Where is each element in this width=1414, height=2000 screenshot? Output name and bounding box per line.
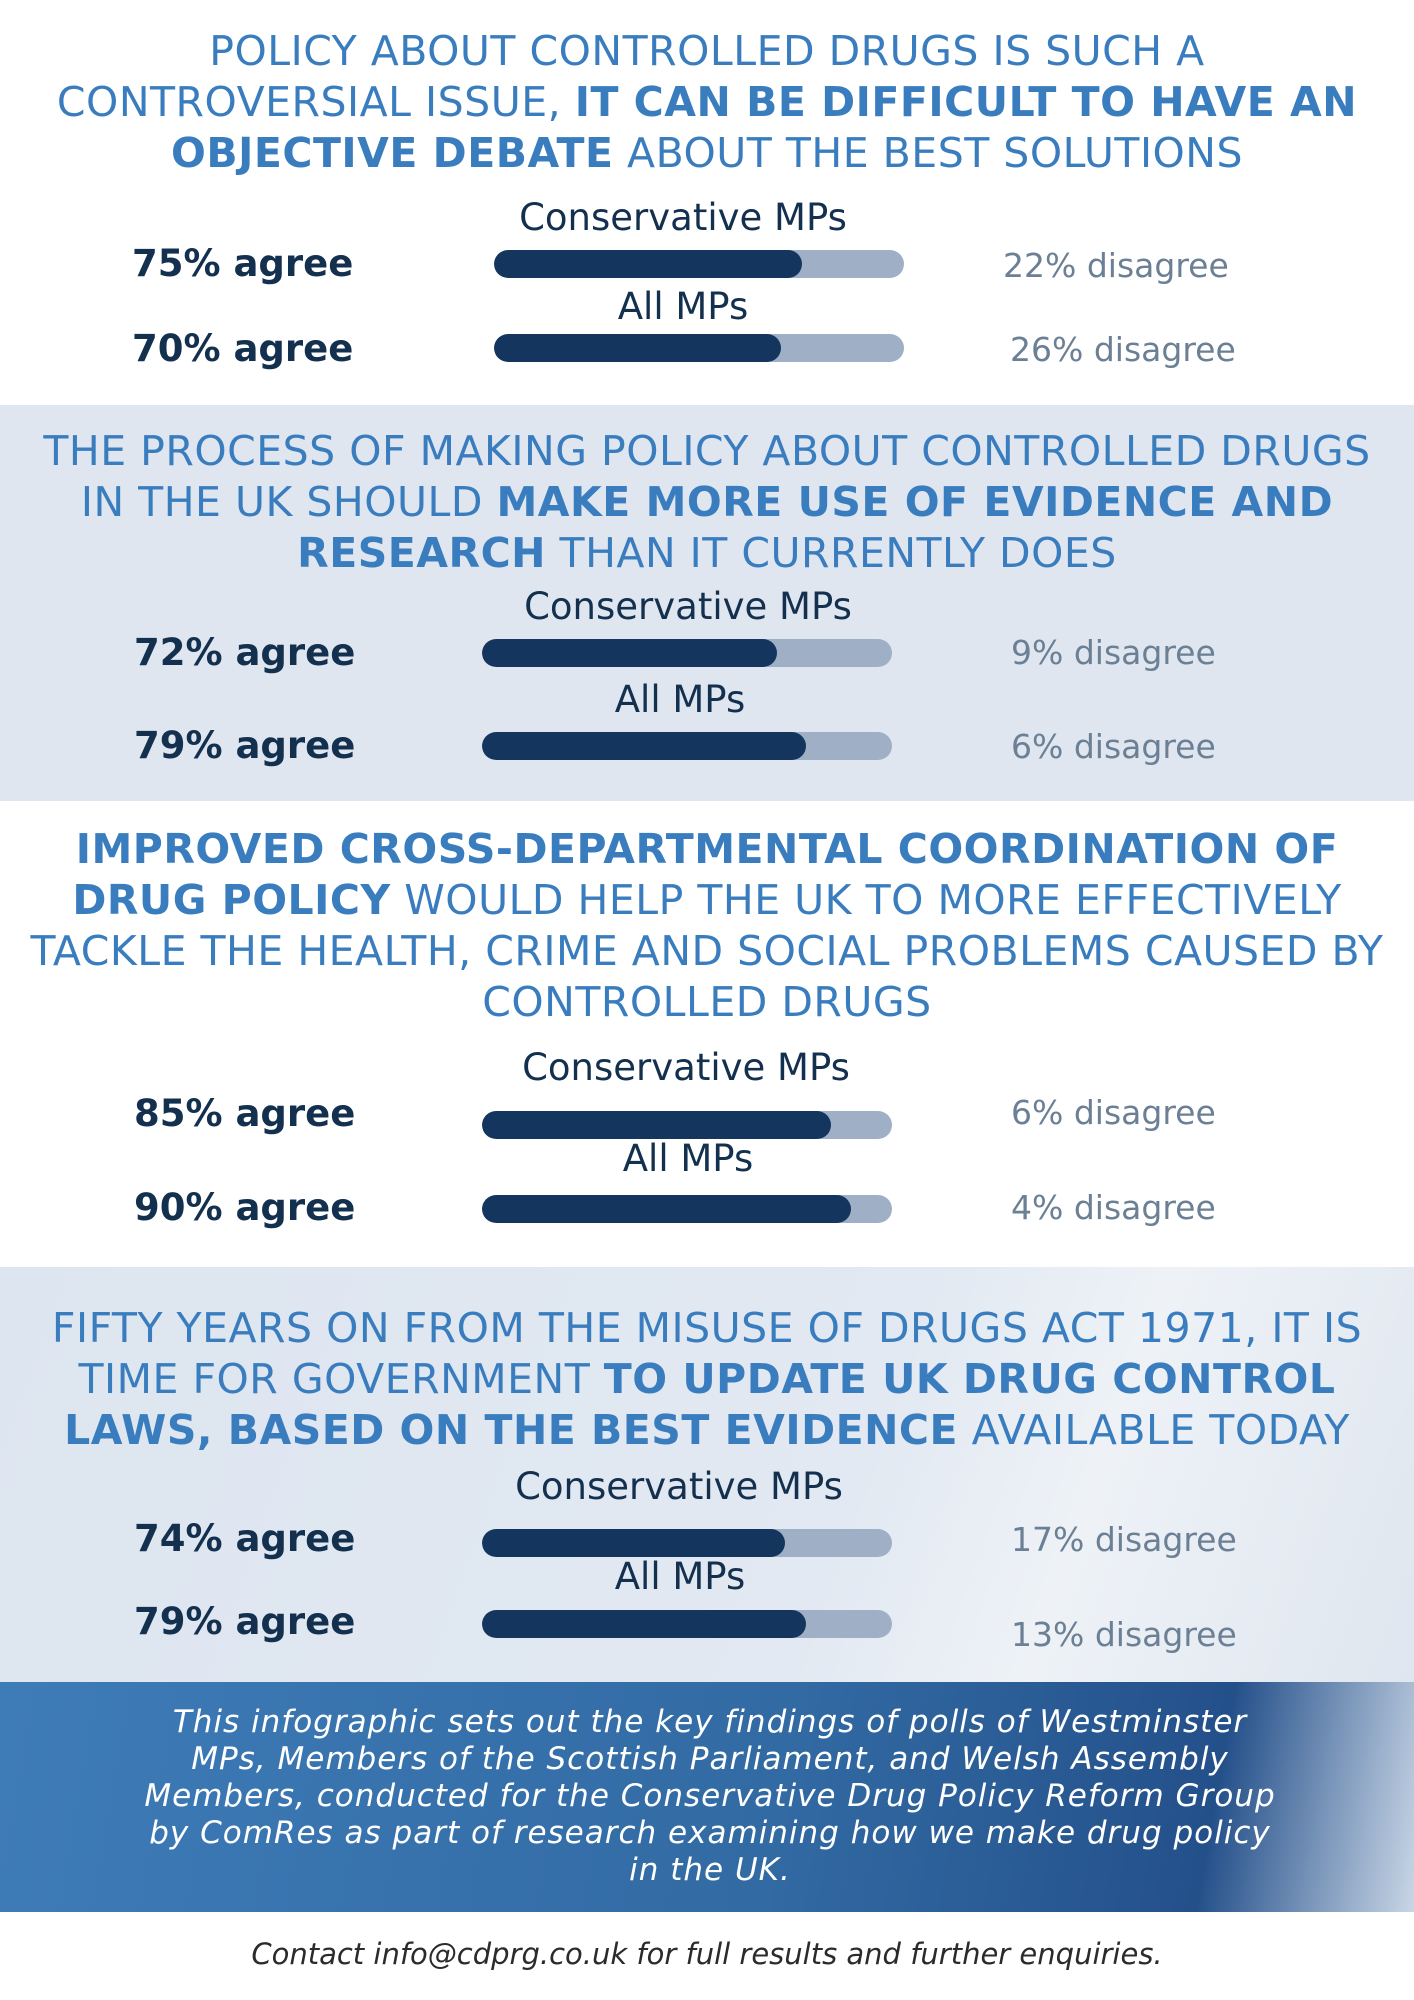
question-panel-1: POLICY ABOUT CONTROLLED DRUGS IS SUCH A … [0, 0, 1414, 405]
question-title-segment: THE PROCESS OF MAKING POLICY ABOUT CONTR… [43, 427, 1371, 526]
agree-label: 74% agree [134, 1517, 356, 1560]
agree-bar [494, 334, 904, 362]
footer-band: This infographic sets out the key findin… [0, 1682, 1414, 1912]
agree-bar-fill [494, 250, 802, 278]
group-label: All MPs [622, 1137, 754, 1180]
question-title-segment: ABOUT THE BEST SOLUTIONS [613, 129, 1244, 177]
disagree-label: 4% disagree [1011, 1188, 1216, 1227]
agree-label: 85% agree [134, 1092, 356, 1135]
agree-bar [482, 1529, 892, 1557]
agree-bar [482, 639, 892, 667]
agree-label: 70% agree [132, 327, 354, 370]
agree-bar-fill [482, 1111, 831, 1139]
agree-bar-fill [482, 1529, 786, 1557]
question-title: FIFTY YEARS ON FROM THE MISUSE OF DRUGS … [30, 1303, 1384, 1456]
question-panel-3: IMPROVED CROSS-DEPARTMENTAL COORDINATION… [0, 801, 1414, 1267]
question-title-segment: TO UPDATE UK DRUG CONTROL LAWS, BASED ON… [64, 1355, 1336, 1454]
agree-bar-fill [482, 732, 806, 760]
footer-description: This infographic sets out the key findin… [144, 1704, 1276, 1888]
question-title: THE PROCESS OF MAKING POLICY ABOUT CONTR… [30, 426, 1384, 579]
agree-label: 79% agree [134, 724, 356, 767]
question-title-segment: POLICY ABOUT CONTROLLED DRUGS IS SUCH A … [56, 27, 1205, 126]
question-panel-4: FIFTY YEARS ON FROM THE MISUSE OF DRUGS … [0, 1267, 1414, 1682]
group-label: Conservative MPs [519, 196, 847, 239]
disagree-label: 13% disagree [1011, 1615, 1237, 1654]
question-title: IMPROVED CROSS-DEPARTMENTAL COORDINATION… [30, 824, 1384, 1028]
question-title-segment: MAKE MORE USE OF EVIDENCE AND RESEARCH [297, 478, 1334, 577]
agree-bar [482, 1195, 892, 1223]
disagree-label: 9% disagree [1011, 633, 1216, 672]
group-label: All MPs [617, 285, 749, 328]
group-label: All MPs [614, 1555, 746, 1598]
agree-bar-fill [494, 334, 781, 362]
agree-bar-fill [482, 1610, 806, 1638]
question-title-segment: WOULD HELP THE UK TO MORE EFFECTIVELY TA… [30, 876, 1384, 1026]
disagree-label: 26% disagree [1010, 330, 1236, 369]
group-label: Conservative MPs [522, 1046, 850, 1089]
disagree-label: 6% disagree [1011, 1093, 1216, 1132]
agree-bar [494, 250, 904, 278]
agree-bar [482, 732, 892, 760]
agree-bar-fill [482, 639, 778, 667]
contact-line: Contact info@cdprg.co.uk for full result… [251, 1937, 1163, 1971]
agree-label: 75% agree [132, 242, 354, 285]
disagree-label: 17% disagree [1011, 1520, 1237, 1559]
question-title: POLICY ABOUT CONTROLLED DRUGS IS SUCH A … [30, 26, 1384, 179]
agree-label: 90% agree [134, 1186, 356, 1229]
question-title-segment: IT CAN BE DIFFICULT TO HAVE AN OBJECTIVE… [170, 78, 1358, 177]
contact-strip: Contact info@cdprg.co.uk for full result… [0, 1912, 1414, 2000]
disagree-label: 6% disagree [1011, 727, 1216, 766]
question-panel-2: THE PROCESS OF MAKING POLICY ABOUT CONTR… [0, 405, 1414, 801]
agree-label: 72% agree [134, 631, 356, 674]
group-label: Conservative MPs [515, 1465, 843, 1508]
group-label: All MPs [614, 678, 746, 721]
question-title-segment: AVAILABLE TODAY [958, 1406, 1350, 1454]
question-title-segment: THAN IT CURRENTLY DOES [546, 529, 1117, 577]
agree-label: 79% agree [134, 1600, 356, 1643]
agree-bar [482, 1610, 892, 1638]
question-title-segment: IMPROVED CROSS-DEPARTMENTAL COORDINATION… [72, 825, 1339, 924]
disagree-label: 22% disagree [1003, 246, 1229, 285]
agree-bar-fill [482, 1195, 851, 1223]
agree-bar [482, 1111, 892, 1139]
group-label: Conservative MPs [524, 585, 852, 628]
question-title-segment: FIFTY YEARS ON FROM THE MISUSE OF DRUGS … [51, 1304, 1363, 1403]
